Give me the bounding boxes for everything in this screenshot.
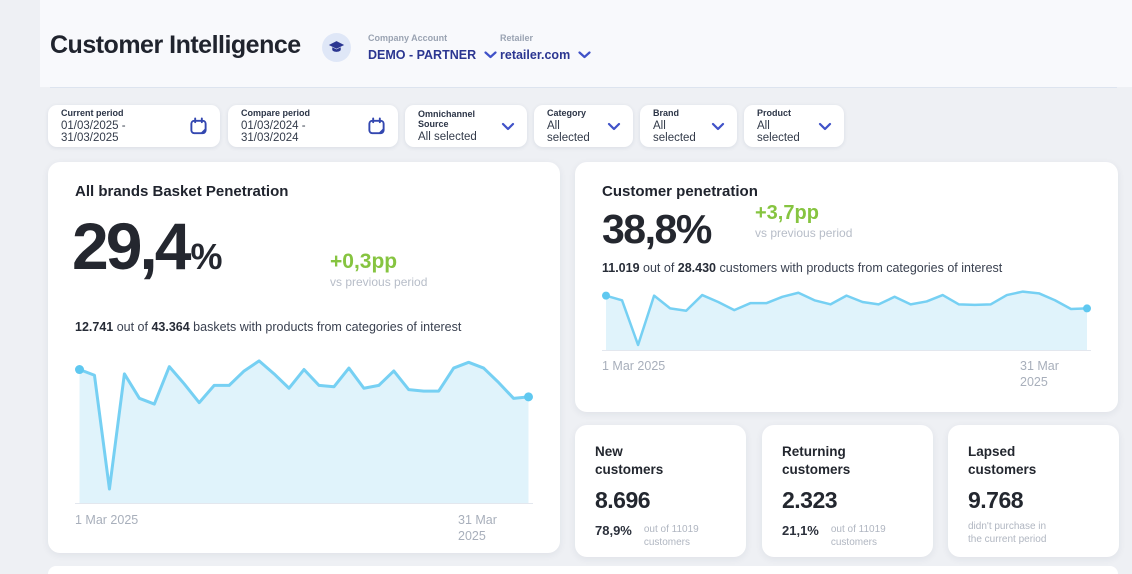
filter-value: 01/03/2025 - 31/03/2025 [61,120,126,144]
kpi-caption: out of 11019 customers [830,524,886,549]
retailer-value: retailer.com [500,48,571,62]
customer-stat-line: 11.019 out of 28.430 customers with prod… [602,261,1003,275]
delta-value: +3,7pp [755,202,819,224]
filter-label: Omnichannel Source [418,109,476,129]
filter-compare-period[interactable]: Compare period 01/03/2024 - 31/03/2024 [228,105,398,147]
header-band [40,0,1132,87]
kpi-value: 2.323 [782,487,838,514]
filter-omnichannel-source[interactable]: Omnichannel Source All selected [405,105,527,147]
customer-trend-chart [602,288,1091,351]
filter-label: Current period [61,108,124,118]
filter-value: All selected [418,131,477,143]
delta-value: +0,3pp [330,250,398,273]
company-account-label: Company Account [368,33,448,43]
customer-penetration-card: Customer penetration 38,8% +3,7pp vs pre… [575,162,1118,412]
filter-value: All selected [653,120,696,144]
customer-penetration-value: 38,8% [602,206,713,252]
chevron-down-icon[interactable] [501,122,515,131]
chevron-down-icon[interactable] [578,46,591,64]
filter-label: Compare period [241,108,311,118]
kpi-caption: out of 11019 customers [643,524,699,549]
filter-label: Category [547,108,587,118]
company-account-select[interactable]: Company Account DEMO - PARTNER [368,33,497,64]
chevron-down-icon[interactable] [711,122,725,131]
company-account-value: DEMO - PARTNER [368,48,477,62]
basket-penetration-card: All brands Basket Penetration 29,4% +0,3… [48,162,560,553]
customer-delta: +3,7pp vs previous period [755,202,852,240]
delta-caption: vs previous period [755,226,853,240]
customer-card-title: Customer penetration [602,183,758,200]
x-axis-end-label: 31 Mar 2025 [1020,359,1059,389]
chart-baseline [602,350,1091,351]
filter-label: Brand [653,108,680,118]
basket-penetration-value: 29,4% [72,209,223,283]
basket-stat-line: 12.741 out of 43.364 baskets with produc… [75,320,462,334]
delta-caption: vs previous period [330,275,428,289]
basket-trend-chart [75,355,533,504]
filter-value: 01/03/2024 - 31/03/2024 [241,120,306,144]
basket-card-title: All brands Basket Penetration [75,183,289,200]
kpi-caption: didn't purchase in the current period [968,521,1047,546]
calendar-icon[interactable] [367,116,386,136]
kpi-percent: 78,9% [595,523,632,539]
x-axis-start-label: 1 Mar 2025 [602,359,666,373]
calendar-icon[interactable] [189,116,208,136]
kpi-percent: 21,1% [782,523,819,539]
basket-delta: +0,3pp vs previous period [330,250,427,289]
chart-baseline [75,503,533,504]
filter-label: Product [757,108,792,118]
returning-customers-card: Returning customers 2.323 21,1% out of 1… [762,425,933,557]
kpi-title: Returning customers [782,444,851,477]
graduation-cap-icon [322,33,351,62]
page-title: Customer Intelligence [50,31,301,59]
chevron-down-icon[interactable] [818,122,832,131]
filter-current-period[interactable]: Current period 01/03/2025 - 31/03/2025 [48,105,220,147]
retailer-select[interactable]: Retailer retailer.com [500,33,591,64]
lapsed-customers-card: Lapsed customers 9.768 didn't purchase i… [948,425,1119,557]
kpi-value: 9.768 [968,487,1024,514]
chevron-down-icon[interactable] [607,122,621,131]
kpi-value: 8.696 [595,487,651,514]
filter-category[interactable]: Category All selected [534,105,633,147]
retailer-label: Retailer [500,33,534,43]
x-axis-end-label: 31 Mar 2025 [458,513,497,543]
chevron-down-icon[interactable] [484,46,497,64]
filter-product[interactable]: Product All selected [744,105,844,147]
filter-value: All selected [547,120,590,144]
filter-brand[interactable]: Brand All selected [640,105,737,147]
filter-value: All selected [757,120,800,144]
x-axis-start-label: 1 Mar 2025 [75,513,139,527]
kpi-title: New customers [595,444,664,477]
next-card-row-peek [48,566,1118,574]
new-customers-card: New customers 8.696 78,9% out of 11019 c… [575,425,746,557]
header-divider [50,87,1117,88]
kpi-title: Lapsed customers [968,444,1037,477]
